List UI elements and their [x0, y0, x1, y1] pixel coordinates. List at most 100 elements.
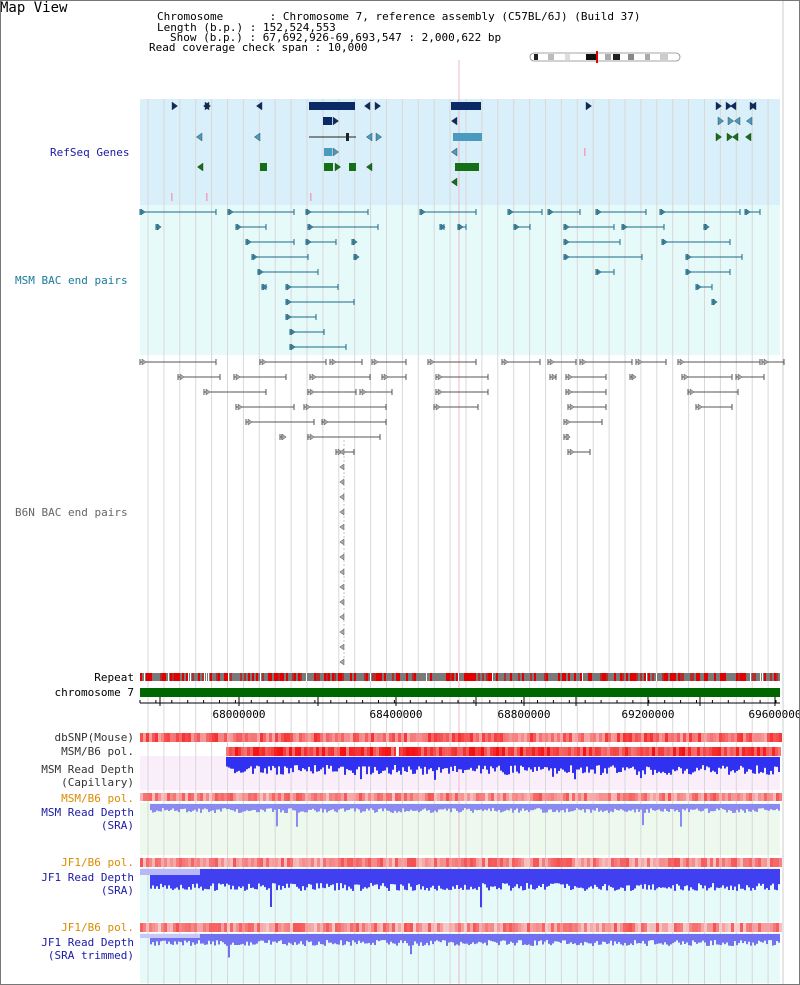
read-depth-bar — [338, 869, 340, 890]
polymorphism-cell — [581, 858, 584, 867]
polymorphism-cell — [674, 733, 677, 742]
read-depth-bar — [274, 757, 276, 768]
read-depth-bar — [670, 804, 672, 810]
polymorphism-cell — [749, 733, 752, 742]
polymorphism-cell — [710, 733, 713, 742]
read-depth-bar — [740, 869, 742, 889]
polymorphism-cell — [310, 747, 313, 756]
polymorphism-cell — [518, 733, 521, 742]
repeat-mark — [354, 673, 356, 681]
polymorphism-cell — [530, 923, 533, 932]
polymorphism-cell — [241, 747, 244, 756]
gene-arrow — [383, 373, 389, 381]
read-depth-bar — [664, 757, 666, 773]
gene-arrow — [246, 238, 252, 246]
read-depth-bar — [766, 869, 768, 889]
read-depth-bar — [254, 934, 256, 945]
polymorphism-cell — [676, 747, 679, 756]
read-depth-bar — [510, 869, 512, 891]
polymorphism-cell — [164, 793, 167, 801]
polymorphism-cell — [649, 747, 652, 756]
gene-arrow — [281, 433, 287, 441]
read-depth-bar — [774, 934, 776, 945]
read-depth-bar — [722, 757, 724, 766]
polymorphism-cell — [239, 733, 242, 742]
read-depth-bar — [530, 934, 532, 946]
read-depth-bar — [290, 934, 292, 944]
read-depth-bar — [160, 869, 162, 884]
read-depth-bar — [298, 934, 300, 944]
polymorphism-cell — [674, 923, 677, 932]
polymorphism-cell — [704, 858, 707, 867]
polymorphism-cell — [511, 747, 514, 756]
polymorphism-cell — [284, 923, 287, 932]
polymorphism-cell — [146, 858, 149, 867]
polymorphism-cell — [473, 793, 476, 801]
polymorphism-cell — [653, 858, 656, 867]
read-depth-bar — [316, 869, 318, 884]
repeat-mark — [278, 673, 280, 681]
polymorphism-cell — [746, 923, 749, 932]
polymorphism-cell — [173, 923, 176, 932]
gene-arrow — [334, 162, 341, 172]
polymorphism-cell — [647, 733, 650, 742]
read-depth-bar — [756, 757, 758, 766]
polymorphism-cell — [680, 793, 683, 801]
read-depth-bar — [520, 869, 522, 887]
repeat-mark — [644, 673, 646, 681]
polymorphism-cell — [719, 733, 722, 742]
read-depth-bar — [156, 869, 158, 887]
polymorphism-cell — [641, 923, 644, 932]
read-depth-bar — [454, 869, 456, 889]
repeat-mark — [140, 673, 142, 681]
read-depth-bar — [384, 869, 386, 887]
repeat-mark — [334, 673, 336, 681]
read-depth-bar — [532, 869, 534, 890]
polymorphism-cell — [520, 747, 523, 756]
read-depth-bar — [536, 757, 538, 771]
read-depth-bar — [602, 869, 604, 887]
polymorphism-cell — [280, 747, 283, 756]
b6n-bac-track-label[interactable]: B6N BAC end pairs — [15, 506, 128, 519]
polymorphism-cell — [377, 793, 380, 801]
repeat-mark — [468, 673, 470, 681]
repeat-mark — [472, 673, 474, 681]
read-depth-bar — [196, 804, 198, 812]
polymorphism-cell — [704, 733, 707, 742]
polymorphism-cell — [250, 747, 253, 756]
read-depth-bar — [744, 804, 746, 813]
read-depth-bar — [724, 869, 726, 889]
read-depth-bar — [700, 869, 702, 886]
polymorphism-cell — [451, 747, 454, 756]
read-depth-bar — [238, 757, 240, 771]
read-depth-bar — [376, 869, 378, 885]
polymorphism-cell — [416, 793, 419, 801]
gene-marker — [171, 193, 173, 201]
read-depth-bar — [574, 804, 576, 811]
refseq-track-label[interactable]: RefSeq Genes — [50, 146, 130, 159]
polymorphism-cell — [584, 858, 587, 867]
read-depth-bar — [762, 757, 764, 773]
read-depth-bar — [418, 934, 420, 946]
read-depth-bar — [618, 869, 620, 890]
polymorphism-cell — [764, 923, 767, 932]
gene-arrow — [564, 223, 570, 231]
read-depth-bar — [732, 934, 734, 946]
read-depth-bar — [290, 757, 292, 769]
read-depth-bar — [390, 934, 392, 942]
polymorphism-cell — [485, 733, 488, 742]
polymorphism-cell — [767, 733, 770, 742]
read-depth-bar — [174, 869, 176, 889]
polymorphism-cell — [179, 923, 182, 932]
polymorphism-cell — [356, 733, 359, 742]
polymorphism-cell — [404, 923, 407, 932]
read-depth-bar — [486, 869, 488, 888]
polymorphism-cell — [683, 733, 686, 742]
read-depth-bar — [254, 869, 256, 890]
msm-bac-track-label[interactable]: MSM BAC end pairs — [15, 274, 128, 287]
polymorphism-cell — [227, 923, 230, 932]
read-depth-bar — [674, 757, 676, 772]
read-depth-bar — [492, 804, 494, 809]
read-depth-bar — [640, 804, 642, 810]
